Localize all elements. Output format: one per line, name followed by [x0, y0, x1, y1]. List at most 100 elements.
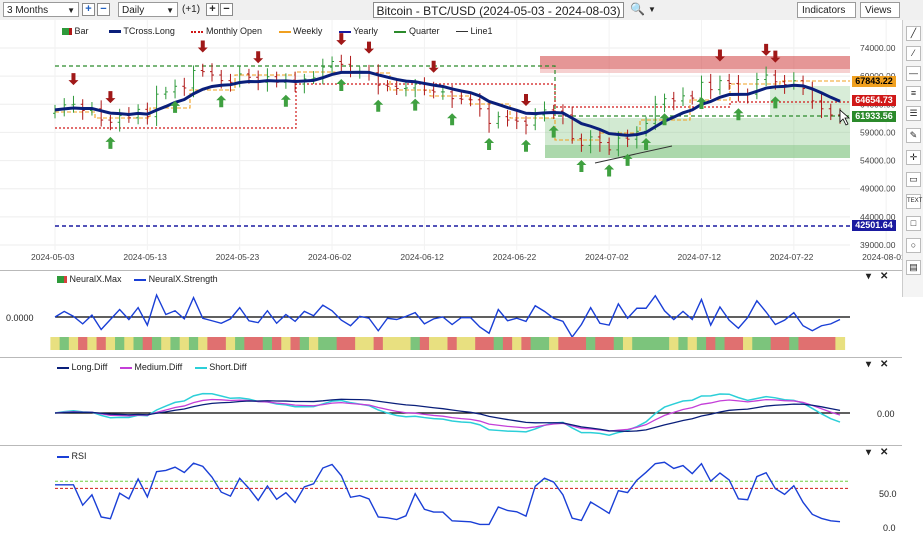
diff-legend: Long.Diff Medium.Diff Short.Diff [57, 362, 247, 372]
chart-canvas[interactable]: 74000.0069000.0064000.0059000.0054000.00… [0, 0, 902, 537]
rsi-settings-icon[interactable]: ▾ [866, 447, 872, 458]
text-tool-icon[interactable]: TEXT [906, 194, 922, 209]
period-select[interactable]: 3 Months ▼ [3, 2, 79, 17]
title-dropdown-chevron-icon[interactable]: ▼ [648, 5, 656, 14]
tcross-long-line [54, 70, 841, 137]
medium-diff-legend-icon [119, 366, 132, 369]
channel-tool-icon[interactable]: ≡ [906, 86, 921, 101]
neural-max-cell [281, 337, 291, 350]
legend-rsi[interactable]: RSI [71, 451, 87, 461]
buy-signal-arrow [447, 113, 458, 126]
interval-select[interactable]: Daily ▼ [118, 2, 178, 17]
ellipse-tool-icon[interactable]: ○ [906, 238, 921, 253]
date-axis-tick-label: 2024-05-03 [31, 252, 75, 262]
legend-line1[interactable]: Line1 [470, 26, 493, 36]
legend-neural-strength[interactable]: NeuralX.Strength [148, 274, 218, 284]
indicators-label: Indicators [802, 5, 846, 16]
diff-close-icon[interactable]: ✕ [880, 359, 889, 370]
neural-max-cell [678, 337, 689, 350]
pane-divider[interactable] [0, 357, 902, 358]
legend-long-diff[interactable]: Long.Diff [71, 362, 108, 372]
views-label: Views [865, 5, 892, 16]
fibonacci-tool-icon[interactable]: ☰ [906, 106, 921, 121]
add-offset-button[interactable]: + [206, 3, 219, 16]
neural-close-icon[interactable]: ✕ [880, 271, 889, 282]
comment-tool-icon[interactable]: ▭ [906, 172, 921, 187]
neural-max-cell [595, 337, 605, 350]
neural-max-cell [558, 337, 569, 350]
buy-signal-arrow [576, 160, 587, 173]
neural-settings-icon[interactable]: ▾ [866, 271, 872, 282]
buy-signal-arrow [105, 136, 116, 149]
price-axis-bg [850, 20, 902, 270]
zoom-in-button[interactable]: + [82, 3, 95, 16]
neural-max-cell [733, 337, 744, 350]
crosshair-tool-icon[interactable]: ✛ [906, 150, 921, 165]
neural-max-cell [244, 337, 255, 350]
neural-max-cell [484, 337, 495, 350]
top-toolbar: 3 Months ▼ + − Daily ▼ (+1) + − Bitcoin - … [0, 0, 923, 30]
chart-title[interactable]: Bitcoin - BTC/USD (2024-05-03 - 2024-08-… [373, 2, 624, 18]
buy-signal-arrow [659, 113, 670, 126]
trendline-tool-icon[interactable]: ╱ [906, 26, 921, 41]
remove-offset-button[interactable]: − [220, 3, 233, 16]
neural-max-cell [299, 337, 310, 350]
horizontal-line-tool-icon[interactable]: — [906, 66, 921, 81]
weekly-price-tag: 67843.22 [852, 76, 896, 87]
date-axis-tick-label: 2024-05-23 [216, 252, 260, 262]
rectangle-tool-icon[interactable]: □ [906, 216, 921, 231]
search-icon[interactable]: 🔍 [630, 2, 645, 16]
neural-max-cell [105, 337, 116, 350]
short-diff-line [54, 392, 841, 436]
delete-drawings-icon[interactable]: ▤ [906, 260, 921, 275]
legend-short-diff[interactable]: Short.Diff [209, 362, 247, 372]
neural-max-cell [715, 337, 726, 350]
neural-max-cell [706, 337, 716, 350]
sell-signal-arrow [68, 73, 79, 86]
rsi-close-icon[interactable]: ✕ [880, 447, 889, 458]
legend-monthly[interactable]: Monthly Open [205, 26, 262, 36]
neural-max-cell [447, 337, 458, 350]
sell-signal-arrow [714, 49, 725, 62]
ray-tool-icon[interactable]: ⁄ [906, 46, 921, 61]
buy-signal-arrow [373, 99, 384, 112]
neural-max-cell [161, 337, 171, 350]
diff-settings-icon[interactable]: ▾ [866, 359, 872, 370]
long-diff-legend-icon [57, 366, 69, 369]
line1-legend-icon [455, 31, 468, 33]
interval-value: Daily [122, 5, 145, 16]
mouse-cursor-icon [839, 109, 851, 126]
neural-max-cell [687, 337, 698, 350]
legend-yearly[interactable]: Yearly [353, 26, 378, 36]
rsi-legend-icon [57, 455, 69, 458]
neural-max-cell [438, 337, 448, 350]
neural-max-cell [696, 337, 707, 350]
legend-bar[interactable]: Bar [74, 26, 89, 36]
legend-medium-diff[interactable]: Medium.Diff [134, 362, 183, 372]
legend-neural-max[interactable]: NeuralX.Max [69, 274, 122, 284]
pane-divider[interactable] [0, 445, 902, 446]
neural-zero-label: 0.0000 [6, 313, 34, 323]
neural-legend: NeuralX.Max NeuralX.Strength [57, 274, 218, 284]
yearly-legend-icon [338, 30, 351, 33]
buy-signal-arrow [622, 153, 633, 166]
weekly-open-line [55, 71, 850, 141]
date-axis-tick-label: 2024-07-02 [585, 252, 629, 262]
legend-tcross[interactable]: TCross.Long [123, 26, 175, 36]
neural-max-cell [539, 337, 550, 350]
neural-max-cell [429, 337, 439, 350]
neural-max-cell [235, 337, 245, 350]
neural-max-cell [475, 337, 485, 350]
neural-max-cell [622, 337, 633, 350]
yearly-price-tag: 42501.64 [852, 220, 896, 231]
pen-tool-icon[interactable]: ✎ [906, 128, 921, 143]
legend-quarter[interactable]: Quarter [408, 26, 440, 36]
legend-weekly[interactable]: Weekly [293, 26, 323, 36]
quarter-open-line [55, 65, 850, 117]
price-axis-tick-label: 59000.00 [860, 127, 896, 137]
zoom-out-button[interactable]: − [97, 3, 110, 16]
buy-signal-arrow [696, 96, 707, 109]
pane-divider[interactable] [0, 270, 902, 271]
support-zone-lower [545, 145, 850, 158]
trendline [594, 145, 673, 164]
